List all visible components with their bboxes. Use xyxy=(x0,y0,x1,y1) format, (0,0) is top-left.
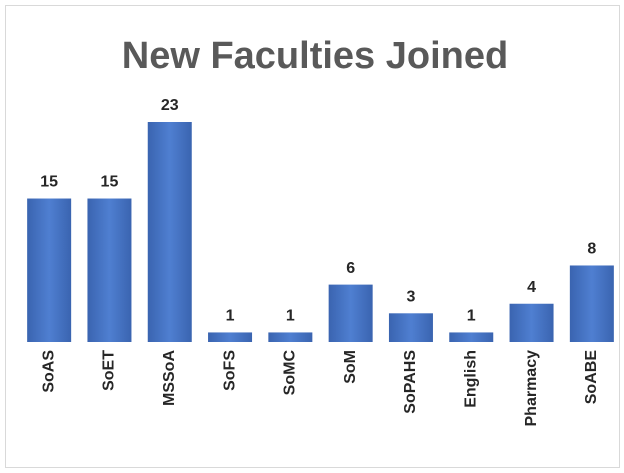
x-tick-label: English xyxy=(462,350,479,408)
x-tick-label: SoPAHS xyxy=(402,350,419,414)
x-tick-label: SoFS xyxy=(221,350,238,391)
data-label: 3 xyxy=(406,289,415,306)
x-tick-label: SoET xyxy=(101,350,118,391)
bar xyxy=(147,122,192,342)
data-label: 1 xyxy=(467,308,476,325)
x-tick-label: SoABE xyxy=(583,350,600,405)
x-tick-label: SoAS xyxy=(40,350,57,393)
bar xyxy=(388,313,433,342)
x-tick-label: SoM xyxy=(342,350,359,384)
chart-title: New Faculties Joined xyxy=(122,35,508,77)
bar xyxy=(328,284,373,342)
bar xyxy=(449,332,494,342)
data-label: 23 xyxy=(161,97,179,114)
data-label: 8 xyxy=(587,241,596,258)
data-label: 6 xyxy=(346,260,355,277)
data-label: 1 xyxy=(226,308,235,325)
data-label: 15 xyxy=(40,174,58,191)
bar xyxy=(87,198,132,342)
data-label: 15 xyxy=(101,174,119,191)
x-tick-label: Pharmacy xyxy=(523,350,540,427)
x-tick-label: SoMC xyxy=(282,350,299,396)
data-label: 1 xyxy=(286,308,295,325)
x-tick-label: MSSoA xyxy=(161,350,178,406)
bar xyxy=(569,265,614,342)
bar xyxy=(208,332,253,342)
bar xyxy=(27,198,72,342)
data-label: 4 xyxy=(527,279,536,296)
bar xyxy=(268,332,313,342)
bar xyxy=(509,303,554,342)
